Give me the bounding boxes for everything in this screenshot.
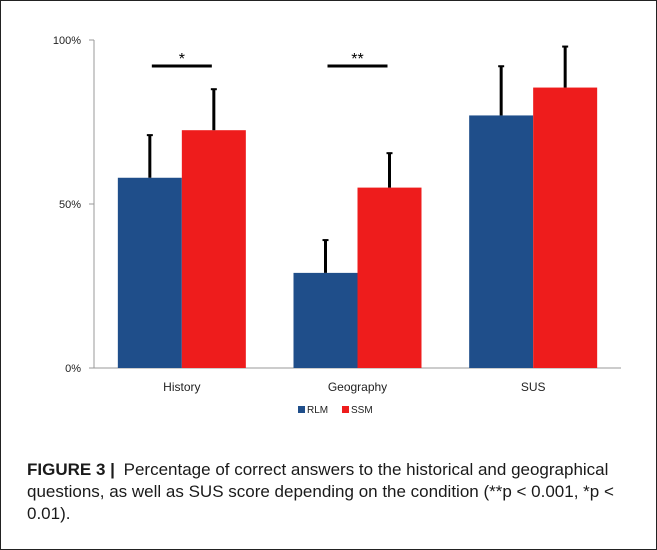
legend-swatch-rlm bbox=[298, 406, 305, 413]
bar-rlm-geography bbox=[293, 272, 358, 368]
y-tick-label: 100% bbox=[53, 35, 81, 47]
bar-ssm-history bbox=[181, 130, 246, 368]
legend-label-rlm: RLM bbox=[307, 405, 328, 416]
bar-ssm-sus bbox=[533, 87, 598, 368]
bar-chart: 0%50%100%History Geography SUS* **RLM SSM bbox=[53, 35, 621, 416]
y-tick-label: 50% bbox=[59, 199, 81, 211]
significance-label: ** bbox=[351, 51, 363, 68]
figure-caption: FIGURE 3 | Percentage of correct answers… bbox=[27, 459, 639, 525]
bar-rlm-history bbox=[117, 177, 182, 368]
y-tick-label: 0% bbox=[65, 363, 81, 375]
legend-swatch-ssm bbox=[342, 406, 349, 413]
bar-ssm-geography bbox=[357, 187, 422, 368]
caption-text: Percentage of correct answers to the his… bbox=[27, 460, 614, 523]
x-tick-label: Geography bbox=[328, 380, 387, 394]
caption-separator: | bbox=[110, 460, 115, 479]
legend-label-ssm: SSM bbox=[351, 405, 373, 416]
significance-label: * bbox=[179, 51, 185, 68]
x-tick-label: History bbox=[163, 380, 200, 394]
caption-figure-label: FIGURE 3 bbox=[27, 460, 106, 479]
x-tick-label: SUS bbox=[521, 380, 546, 394]
bar-rlm-sus bbox=[469, 115, 534, 368]
